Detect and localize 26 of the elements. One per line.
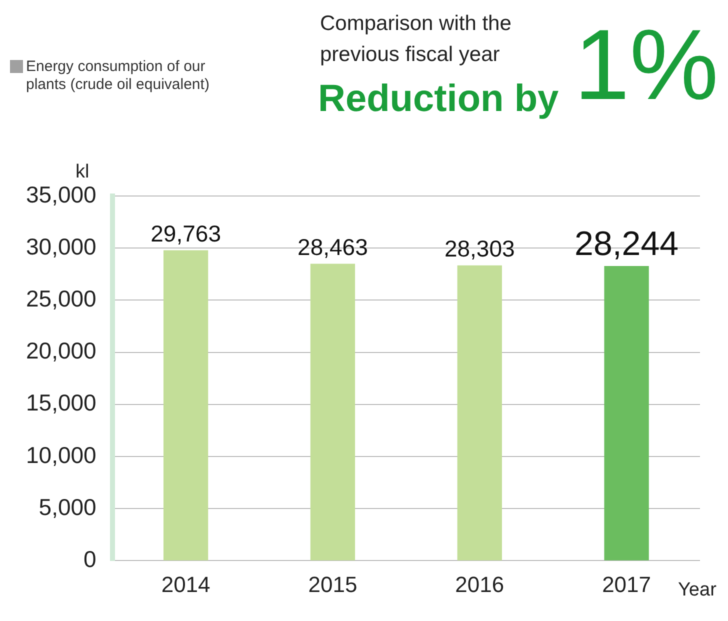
data-label: 28,244	[574, 224, 679, 263]
bar	[604, 266, 649, 560]
y-tick-label: 20,000	[26, 338, 96, 364]
y-tick-label: 0	[84, 546, 96, 572]
x-tick-label: 2017	[602, 572, 652, 597]
x-axis-title: Year	[678, 579, 718, 600]
text: 1%	[574, 9, 719, 121]
text: Comparison with the previous fiscal year	[320, 11, 512, 68]
y-tick-label: 15,000	[26, 390, 96, 416]
x-tick-label: 2016	[455, 572, 504, 597]
data-label: 29,763	[150, 220, 221, 246]
bar	[310, 264, 356, 560]
y-tick-label: 30,000	[26, 233, 96, 260]
y-tick-label: 5,000	[38, 494, 96, 520]
data-label: 28,303	[444, 236, 515, 262]
y-axis-title: kl	[75, 162, 90, 183]
text: Energy consumption of our plants (crude oil equivalent)	[26, 58, 210, 94]
data-label: 28,463	[298, 234, 368, 260]
x-tick-label: 2015	[308, 572, 358, 597]
x-tick-label: 2014	[161, 572, 210, 597]
bar	[163, 250, 208, 560]
text: Reduction by	[318, 78, 559, 121]
y-tick-label: 10,000	[26, 442, 96, 468]
y-tick-label: 35,000	[26, 181, 96, 208]
y-tick-label: 25,000	[26, 286, 96, 312]
bar	[457, 265, 502, 560]
